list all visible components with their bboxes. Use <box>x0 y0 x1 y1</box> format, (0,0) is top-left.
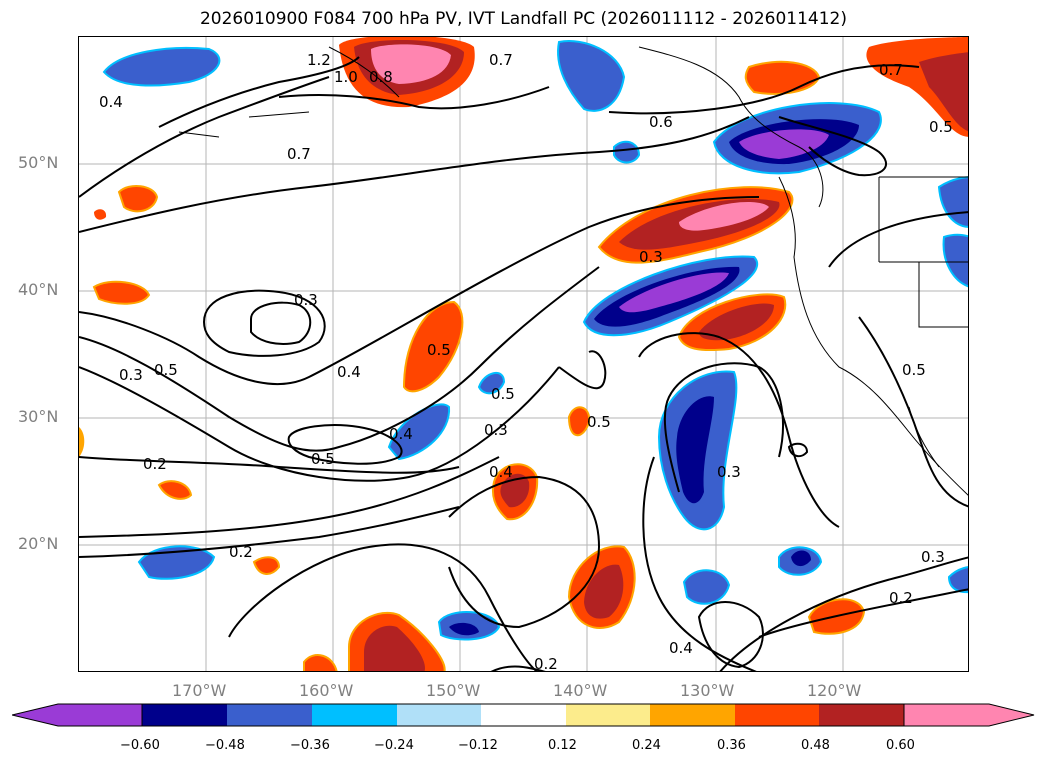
shade-blob <box>402 300 464 393</box>
colorbar-segment <box>142 704 227 726</box>
lon-label: 140°W <box>553 681 608 700</box>
colorbar-tick-label: −0.12 <box>458 738 498 753</box>
shade-blob <box>791 550 811 567</box>
contours <box>79 56 968 671</box>
shaded-field <box>79 37 968 671</box>
contour-label: 0.8 <box>369 68 393 86</box>
shade-blob <box>252 556 281 575</box>
contour-label: 0.5 <box>427 341 451 359</box>
shade-blob <box>94 209 107 220</box>
contour-label: 0.5 <box>587 413 611 431</box>
colorbar-tick-label: 0.60 <box>886 738 915 753</box>
colorbar-segment <box>566 704 650 726</box>
lat-label: 50°N <box>18 153 59 172</box>
colorbar-segment <box>397 704 481 726</box>
shade-blob <box>919 52 968 132</box>
contour-label: 0.3 <box>119 366 143 384</box>
shade-blob <box>947 566 968 594</box>
shade-blob <box>449 622 479 636</box>
contour-label: 0.7 <box>489 51 513 69</box>
colorbar-segment <box>819 704 904 726</box>
shade-blob <box>364 625 425 671</box>
shade-blob <box>117 185 159 213</box>
contour-label: 0.7 <box>287 145 311 163</box>
map-canvas: 1.2 1.0 0.8 0.7 0.7 0.6 0.5 0.4 0.7 0.3 … <box>79 37 968 672</box>
colorbar-tick-label: 0.36 <box>717 738 746 753</box>
contour-label: 1.2 <box>307 51 331 69</box>
contour-label: 0.4 <box>489 463 513 481</box>
shade-blob <box>102 46 221 87</box>
shade-blob <box>942 233 968 288</box>
shade-blob <box>744 60 821 95</box>
map-title: 2026010900 F084 700 hPa PV, IVT Landfall… <box>199 9 847 29</box>
colorbar-tick-label: −0.36 <box>290 738 330 753</box>
contour-label: 0.4 <box>99 93 123 111</box>
lon-label: 150°W <box>426 681 481 700</box>
shade-blob <box>157 480 193 500</box>
shade-blob <box>303 654 338 671</box>
contour-label: 0.5 <box>929 118 953 136</box>
shade-blob <box>937 176 968 228</box>
coastlines <box>178 46 968 496</box>
colorbar-segment <box>312 704 397 726</box>
contour-label: 0.5 <box>491 385 515 403</box>
lat-label: 40°N <box>18 280 59 299</box>
contour-label: 0.3 <box>294 291 318 309</box>
contour-label: 0.3 <box>639 248 663 266</box>
contour-label-group: 1.2 1.0 0.8 0.7 0.7 0.6 0.5 0.4 0.7 0.3 … <box>99 51 953 672</box>
lat-label: 30°N <box>18 407 59 426</box>
contour-label: 0.4 <box>669 639 693 657</box>
shade-blob <box>619 272 729 313</box>
colorbar-tick-label: 0.24 <box>632 738 661 753</box>
colorbar-extend-min <box>12 703 143 727</box>
map-panel: 1.2 1.0 0.8 0.7 0.7 0.6 0.5 0.4 0.7 0.3 … <box>78 36 969 672</box>
contour-label: 0.2 <box>229 543 253 561</box>
shade-blob <box>584 564 624 619</box>
colorbar-extend-max <box>903 703 1035 727</box>
contour-label: 0.5 <box>311 450 335 468</box>
contour-label: 0.2 <box>534 655 558 672</box>
contour-label: 1.0 <box>334 68 358 86</box>
colorbar-tick-label: −0.60 <box>120 738 160 753</box>
contour-label: 0.2 <box>143 455 167 473</box>
contour-label: 0.3 <box>717 463 741 481</box>
shade-blob <box>557 40 626 112</box>
lon-label: 120°W <box>807 681 862 700</box>
colorbar-segment <box>481 704 566 726</box>
shade-blob <box>477 372 506 395</box>
contour-label: 0.3 <box>921 548 945 566</box>
shade-blob <box>682 569 731 605</box>
shade-blob <box>613 140 641 164</box>
lon-label: 130°W <box>680 681 735 700</box>
colorbar-segment <box>227 704 312 726</box>
shade-blob <box>387 403 451 461</box>
colorbar-tick-label: 0.12 <box>548 738 577 753</box>
lon-label: 160°W <box>299 681 354 700</box>
colorbar-segment <box>650 704 735 726</box>
shade-blob <box>679 202 769 231</box>
contour-label: 0.5 <box>902 361 926 379</box>
shade-blob <box>79 427 85 457</box>
lat-label: 20°N <box>18 534 59 553</box>
contour-label: 0.3 <box>484 421 508 439</box>
colorbar-segment <box>735 704 819 726</box>
lon-label: 170°W <box>172 681 227 700</box>
shade-blob <box>676 396 714 504</box>
shade-blob <box>92 280 151 305</box>
contour-label: 0.4 <box>389 425 413 443</box>
contour-label: 0.6 <box>649 113 673 131</box>
shade-blob <box>567 406 591 437</box>
contour-label: 0.7 <box>879 61 903 79</box>
colorbar-tick-label: −0.24 <box>374 738 414 753</box>
shade-blob <box>371 44 451 84</box>
contour-label: 0.2 <box>889 589 913 607</box>
colorbar-tick-label: 0.48 <box>801 738 830 753</box>
contour-label: 0.4 <box>337 363 361 381</box>
shade-blob <box>699 303 774 341</box>
colorbar-tick-label: −0.48 <box>205 738 245 753</box>
shade-blob <box>137 545 216 580</box>
colorbar <box>12 703 1035 727</box>
contour-label: 0.5 <box>154 361 178 379</box>
